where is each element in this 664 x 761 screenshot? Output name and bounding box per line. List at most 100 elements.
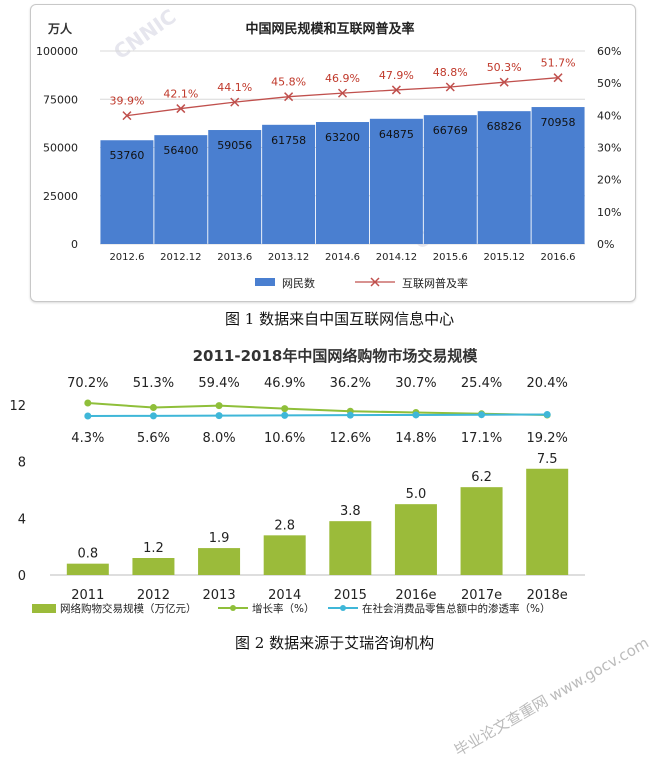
chart1-rate-label: 48.8% [433, 66, 468, 79]
chart1-rate-label: 46.9% [325, 72, 360, 85]
chart2-bar-label: 1.9 [209, 531, 230, 546]
chart2-growth-label: 51.3% [133, 376, 174, 391]
chart2-growth-marker [84, 399, 92, 407]
chart2-growth-label: 59.4% [198, 376, 239, 391]
chart2-legend-marker [340, 605, 346, 611]
chart2-growth-marker [149, 404, 157, 412]
chart1-rate-marker [176, 104, 186, 114]
chart2-legend-label: 增长率（%） [252, 602, 314, 615]
chart2-y-tick: 8 [18, 456, 26, 471]
chart1-y2-tick: 30% [597, 142, 621, 155]
chart1-watermark: CNNIC [109, 4, 180, 64]
chart1-bar [316, 122, 369, 244]
chart2-penetration-line [87, 413, 548, 417]
chart1-bar-label: 53760 [109, 149, 144, 162]
chart2-penetration-label: 10.6% [264, 431, 305, 446]
chart1-bar [262, 124, 316, 244]
chart2-penetration-label: 14.8% [395, 431, 436, 446]
chart2-bar [526, 468, 569, 575]
chart2-y-tick: 12 [9, 399, 26, 414]
chart2-bar [66, 563, 109, 575]
chart2-x-tick: 2015 [334, 588, 367, 603]
chart2-bar-label: 1.2 [143, 541, 164, 556]
chart2-penetration-marker [149, 412, 157, 420]
chart1-y-tick: 75000 [43, 93, 78, 106]
chart2-growth-label: 46.9% [264, 376, 305, 391]
watermark: 毕业论文查重网 www.gocv.com [450, 633, 652, 760]
chart2-legend-swatch-bar [32, 604, 56, 613]
chart1-legend-label: 网民数 [282, 277, 315, 290]
chart1-x-tick: 2016.6 [541, 252, 576, 263]
chart1-rate-label: 45.8% [271, 76, 306, 89]
chart2-penetration-marker [346, 411, 354, 419]
chart2-penetration-marker [84, 412, 92, 420]
chart2-growth-marker [281, 405, 289, 413]
chart1-internet-users: CNNICCNNIC中国网民规模和互联网普及率万人025000500007500… [36, 4, 621, 290]
chart2-online-shopping: 2011-2018年中国网络购物市场交易规模 0 4 8 12 0.8 2011 1.2 201… [9, 347, 585, 615]
chart2-bar-label: 3.8 [340, 504, 361, 519]
chart1-rate-label: 47.9% [379, 69, 414, 82]
chart1-y2-tick: 60% [597, 45, 621, 58]
chart1-y-tick: 25000 [43, 190, 78, 203]
chart1-bar [531, 107, 585, 245]
chart1-y2-tick: 0% [597, 238, 614, 251]
chart2-bar-label: 6.2 [471, 470, 492, 485]
chart2-growth-label: 25.4% [461, 376, 502, 391]
chart2-bar [394, 504, 437, 575]
chart1-y2-tick: 40% [597, 109, 621, 122]
chart1-y-tick: 100000 [36, 45, 78, 58]
chart2-legend-marker [230, 605, 236, 611]
chart2-penetration-label: 4.3% [71, 431, 104, 446]
chart1-bar [369, 118, 423, 244]
chart2-x-tick: 2017e [461, 588, 502, 603]
chart1-y2-tick: 10% [597, 206, 621, 219]
chart2-legend-label: 在社会消费品零售总额中的渗透率（%） [362, 602, 550, 615]
chart2-penetration-marker [412, 411, 420, 419]
chart1-x-tick: 2012.12 [160, 252, 201, 263]
chart1-x-tick: 2013.6 [217, 252, 252, 263]
chart1-legend-label: 互联网普及率 [402, 276, 468, 290]
chart1-rate-marker [337, 88, 348, 98]
chart1-bar-label: 70958 [541, 116, 576, 129]
chart1-bar [423, 115, 477, 244]
chart2-growth-label: 36.2% [330, 376, 371, 391]
chart1-y2-tick: 50% [597, 77, 621, 90]
chart1-title: 中国网民规模和互联网普及率 [245, 21, 414, 37]
chart1-bar-label: 66769 [433, 124, 468, 137]
chart2-bar-label: 5.0 [406, 487, 427, 502]
chart1-rate-label: 44.1% [217, 81, 252, 94]
chart2-growth-label: 70.2% [67, 376, 108, 391]
chart2-penetration-marker [281, 411, 289, 419]
chart1-x-tick: 2013.12 [268, 252, 309, 263]
chart2-penetration-label: 19.2% [527, 431, 568, 446]
chart2-growth-line [87, 402, 548, 416]
chart2-bar [132, 558, 175, 575]
chart2-penetration-label: 8.0% [203, 431, 236, 446]
chart2-x-tick: 2016e [395, 588, 436, 603]
chart1-rate-marker [122, 111, 132, 121]
chart2-legend-label: 网络购物交易规模（万亿元） [60, 602, 197, 615]
chart2-bar [263, 535, 306, 575]
chart1-rate-marker [284, 92, 294, 102]
chart2-x-tick: 2018e [527, 588, 568, 603]
chart2-growth-label: 20.4% [527, 376, 568, 391]
chart1-x-tick: 2015.12 [483, 252, 524, 263]
chart2-bar-label: 0.8 [77, 547, 98, 562]
chart1-rate-label: 42.1% [163, 88, 198, 101]
chart2-x-tick: 2011 [71, 588, 104, 603]
chart1-bar-label: 63200 [325, 131, 360, 144]
chart1-bar-label: 68826 [487, 120, 522, 133]
chart2-y-tick: 4 [18, 512, 26, 527]
chart1-bar [477, 111, 531, 244]
chart2-penetration-label: 12.6% [330, 431, 371, 446]
chart1-y-tick: 0 [71, 238, 78, 251]
chart2-title: 2011-2018年中国网络购物市场交易规模 [193, 347, 479, 365]
chart2-y-tick: 0 [18, 569, 26, 584]
chart1-bar-label: 61758 [271, 134, 306, 147]
chart1-bar [208, 130, 262, 244]
chart2-growth-label: 30.7% [395, 376, 436, 391]
chart1-bar [154, 135, 208, 244]
chart1-rate-label: 51.7% [541, 57, 576, 70]
chart2-penetration-marker [543, 411, 551, 418]
chart2-bar [198, 548, 241, 575]
